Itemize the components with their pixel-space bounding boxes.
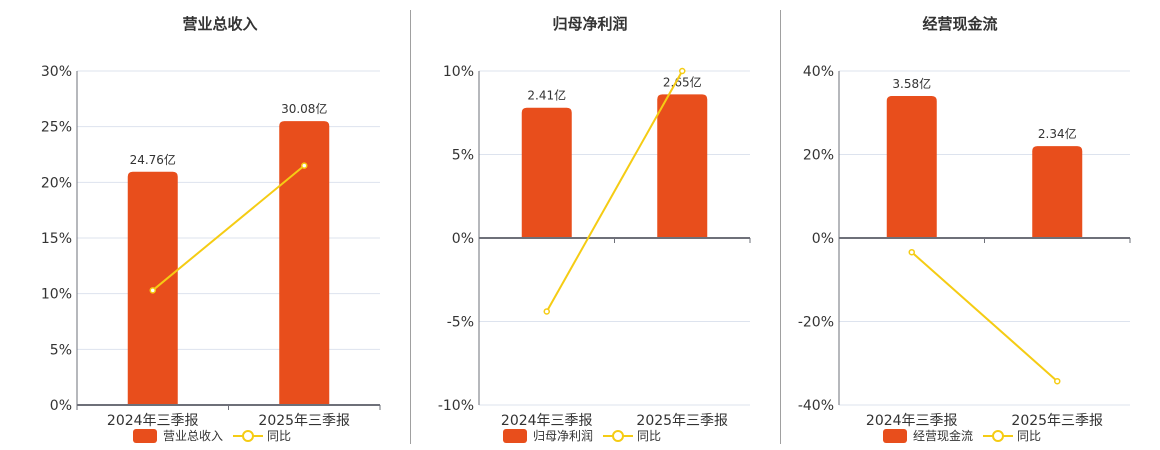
legend-line-label[interactable]: 同比 (637, 429, 662, 443)
chart-title: 经营现金流 (922, 15, 998, 33)
bar[interactable] (279, 121, 330, 405)
yoy-point[interactable] (1054, 377, 1061, 385)
y-tick-label: 15% (41, 231, 72, 247)
x-tick-label: 2025年三季报 (636, 413, 728, 429)
chart-panel-revenue: 营业总收入 30% 25% 20% 15% 10% 5% 0% 24.76亿 2024年三季报 3… (0, 0, 400, 450)
bar[interactable] (657, 94, 708, 238)
bar-value-label: 3.58亿 (892, 76, 931, 91)
y-tick-label: -5% (447, 315, 474, 331)
panel-divider (780, 10, 781, 444)
legend-line-label[interactable]: 同比 (1017, 429, 1042, 443)
bar-value-label: 30.08亿 (281, 101, 327, 116)
y-tick-label: 10% (41, 287, 72, 303)
bar-value-label: 2.34亿 (1038, 126, 1077, 141)
chart-panel-operating-cash-flow: 经营现金流 40% 20% 0% -20% -40% 3.58亿 2024年三季报 2.34亿… (780, 0, 1160, 450)
yoy-line (152, 164, 305, 292)
x-tick-label: 2024年三季报 (107, 413, 199, 429)
chart-panel-net-profit: 归母净利润 10% 5% 0% -5% -10% 2.41亿 2024年三季报 2.65亿 20… (410, 0, 780, 450)
yoy-point[interactable] (543, 308, 550, 315)
bar-value-label: 2.65亿 (663, 74, 702, 89)
chart-legend: 归母净利润 同比 (503, 427, 661, 444)
chart-legend: 营业总收入 同比 (133, 427, 291, 444)
chart-title: 营业总收入 (182, 15, 258, 33)
legend-bar-label[interactable]: 经营现金流 (913, 429, 974, 443)
x-tick-label: 2025年三季报 (258, 413, 350, 429)
y-tick-label: 20% (41, 175, 72, 191)
chart-plot: 10% 5% 0% -5% -10% 2.41亿 2024年三季报 2.65亿 2025年三季报 (438, 64, 751, 429)
yoy-point[interactable] (149, 287, 156, 294)
y-tick-label: -20% (798, 315, 834, 331)
yoy-point[interactable] (908, 248, 915, 256)
chart-plot: 30% 25% 20% 15% 10% 5% 0% 24.76亿 2024年三季报 30.08亿 2… (41, 64, 381, 429)
legend-bar-swatch[interactable] (133, 428, 157, 443)
bar-value-label: 24.76亿 (130, 152, 176, 167)
x-tick-label: 2024年三季报 (866, 413, 958, 429)
legend-line-label[interactable]: 同比 (267, 429, 292, 443)
y-tick-label: 0% (452, 231, 474, 247)
y-tick-label: 40% (803, 64, 834, 80)
legend-line-icon[interactable] (983, 429, 1014, 443)
chart-legend: 经营现金流 同比 (883, 427, 1041, 444)
y-tick-label: -40% (798, 398, 834, 414)
y-tick-label: 0% (50, 398, 72, 414)
bar[interactable] (1032, 146, 1083, 238)
bar[interactable] (886, 96, 937, 238)
bar[interactable] (521, 107, 572, 239)
chart-title: 归母净利润 (552, 15, 628, 33)
legend-line-icon[interactable] (233, 429, 264, 443)
bar-value-label: 2.41亿 (527, 88, 566, 103)
y-tick-label: 5% (50, 342, 72, 358)
legend-bar-swatch[interactable] (883, 428, 907, 443)
x-tick-label: 2024年三季报 (501, 413, 593, 429)
yoy-line (911, 251, 1058, 382)
legend-bar-swatch[interactable] (503, 428, 527, 443)
y-tick-label: -10% (438, 398, 474, 414)
y-tick-label: 25% (41, 120, 72, 136)
yoy-point[interactable] (301, 162, 308, 169)
x-tick-label: 2025年三季报 (1011, 413, 1103, 429)
chart-plot: 40% 20% 0% -20% -40% 3.58亿 2024年三季报 2.34亿 2025年三… (798, 64, 1131, 429)
panel-divider (410, 10, 411, 444)
legend-line-icon[interactable] (603, 429, 634, 443)
legend-bar-label[interactable]: 归母净利润 (533, 429, 594, 443)
legend-bar-label[interactable]: 营业总收入 (163, 429, 224, 443)
y-tick-label: 10% (443, 64, 474, 80)
y-tick-label: 5% (452, 148, 474, 164)
yoy-point[interactable] (679, 67, 686, 75)
y-tick-label: 20% (803, 148, 834, 164)
yoy-line (545, 70, 684, 312)
y-tick-label: 30% (41, 64, 72, 80)
y-tick-label: 0% (812, 231, 834, 247)
